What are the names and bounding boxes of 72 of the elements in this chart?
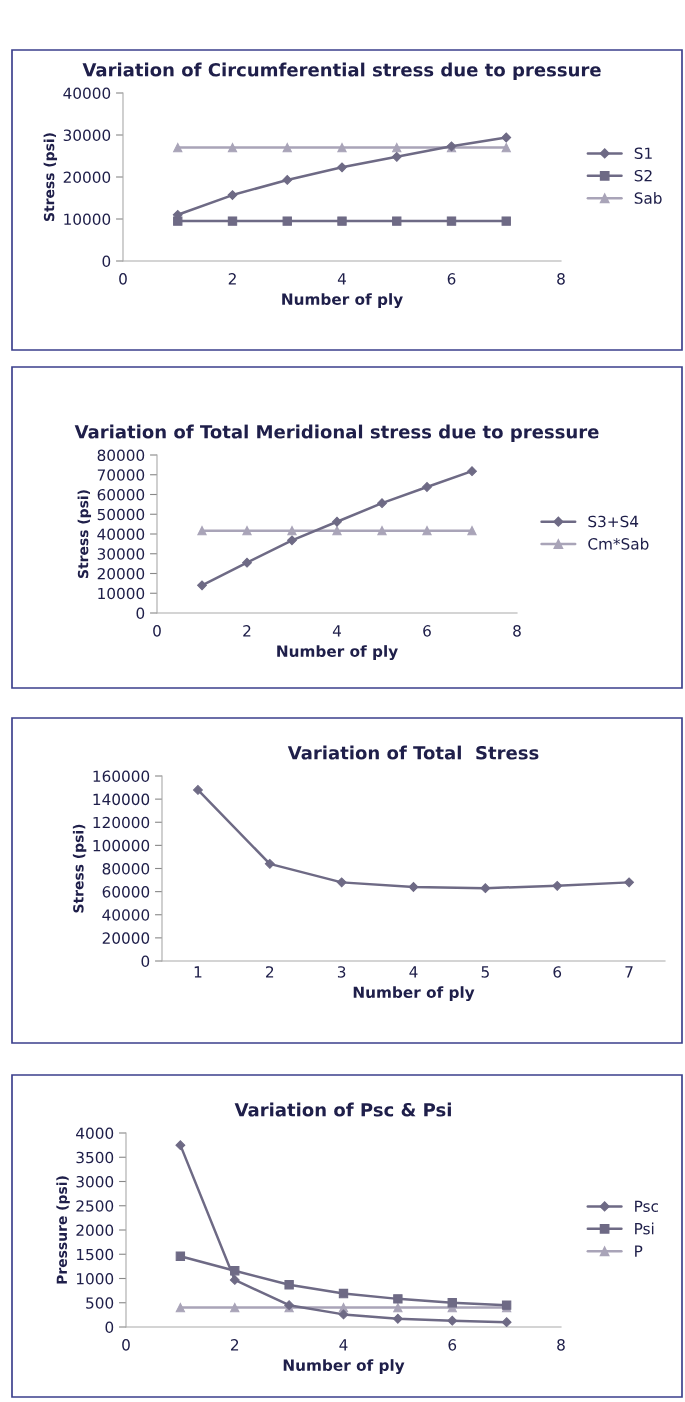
x-tick-label: 6 (423, 625, 431, 637)
x-axis-title: Number of ply (283, 1359, 405, 1375)
y-tick-label: 40000 (63, 87, 111, 100)
y-tick-label: 3000 (76, 1175, 114, 1188)
y-axis-title: Stress (psi) (43, 133, 58, 221)
legend-label: Psc (635, 1200, 658, 1213)
y-tick-label: 500 (86, 1297, 114, 1309)
y-tick-label: 30000 (63, 129, 111, 142)
y-tick-label: 20000 (63, 171, 111, 184)
legend-label: P (635, 1245, 643, 1257)
x-tick-label: 6 (448, 1339, 457, 1351)
chart-title: Variation of Total Meridional stress due to pressure (74, 424, 599, 443)
y-tick-label: 0 (105, 1321, 114, 1334)
y-axis-title: Pressure (psi) (56, 1176, 70, 1284)
legend-label: S2 (634, 169, 652, 182)
legend-label: S3+S4 (588, 515, 639, 528)
y-tick-label: 20000 (102, 932, 150, 944)
x-axis-title: Number of ply (277, 645, 398, 661)
x-tick-label: 8 (513, 625, 521, 637)
x-tick-label: 2 (243, 625, 251, 637)
legend-label: Psi (635, 1222, 654, 1235)
y-tick-label: 80000 (102, 862, 150, 875)
legend-label: Cm*Sab (588, 537, 649, 550)
y-tick-label: 60000 (102, 886, 150, 898)
y-tick-label: 30000 (97, 548, 145, 560)
legend-label: S1 (634, 147, 652, 160)
x-tick-label: 8 (557, 273, 565, 285)
y-tick-label: 1500 (76, 1248, 114, 1261)
y-tick-label: 3500 (76, 1151, 114, 1164)
chart-title: Variation of Circumferential stress due to pressure (82, 62, 601, 81)
y-tick-label: 2500 (76, 1200, 114, 1212)
y-tick-label: 50000 (97, 508, 145, 521)
legend-label: Sab (634, 192, 662, 204)
y-tick-label: 70000 (97, 469, 145, 481)
x-axis-title: Number of ply (353, 986, 475, 1002)
y-tick-label: 0 (141, 955, 150, 968)
x-tick-label: 7 (625, 966, 633, 978)
y-axis-title: Stress (psi) (77, 490, 92, 578)
x-tick-label: 6 (553, 966, 562, 978)
chart-title: Variation of Total Stress (287, 745, 539, 760)
y-tick-label: 20000 (97, 567, 145, 580)
chart-title: Variation of Psc & Psi (234, 1102, 451, 1117)
y-tick-label: 140000 (93, 793, 150, 806)
x-tick-label: 2 (228, 273, 236, 285)
x-tick-label: 6 (447, 273, 456, 285)
y-tick-label: 40000 (97, 528, 145, 541)
y-tick-label: 0 (136, 607, 145, 620)
x-tick-label: 4 (409, 966, 418, 978)
x-tick-label: 8 (557, 1339, 565, 1351)
y-tick-label: 10000 (64, 213, 111, 226)
y-tick-label: 160000 (93, 770, 150, 783)
y-axis-title: Stress (psi) (72, 824, 87, 913)
y-tick-label: 2000 (76, 1224, 114, 1237)
x-tick-label: 4 (337, 273, 346, 285)
x-axis-title: Number of ply (282, 293, 403, 309)
y-tick-label: 10000 (98, 587, 145, 600)
y-tick-label: 80000 (97, 449, 145, 462)
y-tick-label: 60000 (97, 488, 145, 501)
x-tick-label: 1 (194, 966, 202, 978)
y-tick-label: 120000 (93, 816, 150, 829)
x-tick-label: 3 (337, 966, 346, 978)
x-tick-label: 4 (339, 1339, 348, 1351)
y-tick-label: 1000 (76, 1272, 114, 1285)
x-tick-label: 2 (231, 1339, 239, 1351)
x-tick-label: 4 (332, 625, 341, 637)
y-tick-label: 4000 (76, 1127, 114, 1140)
y-tick-label: 100000 (93, 839, 150, 852)
y-tick-label: 0 (102, 255, 111, 268)
y-tick-label: 40000 (102, 909, 150, 921)
x-tick-label: 0 (153, 625, 161, 637)
x-tick-label: 2 (266, 966, 274, 978)
x-tick-label: 5 (481, 966, 489, 978)
